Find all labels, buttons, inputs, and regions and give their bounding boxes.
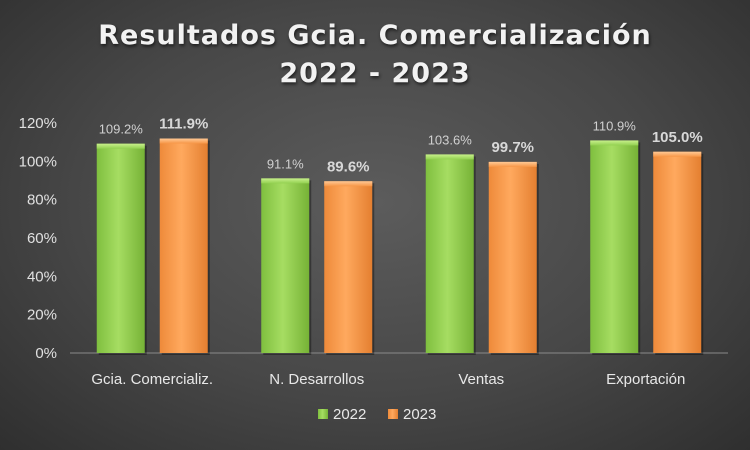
bar-2023 [324,181,373,353]
bar-bevel [425,154,474,160]
category-label: Exportación [606,371,685,388]
bar-2022 [590,140,639,353]
legend-label: 2022 [333,406,366,423]
bar-2022 [425,154,474,353]
data-label: 105.0% [652,129,703,146]
bar-2023 [653,151,702,353]
y-tick-label: 100% [19,153,57,170]
legend-label: 2023 [403,406,436,423]
chart-subtitle: 2022 - 2023 [279,58,471,89]
bar-2022 [261,178,310,353]
y-tick-label: 40% [27,268,57,285]
chart-title: Resultados Gcia. Comercialización [98,20,652,51]
bar-bevel [261,178,310,184]
legend-swatch-2023 [388,409,398,419]
data-label: 99.7% [491,139,534,156]
bar-bevel [159,138,208,144]
bar-2022 [96,143,145,353]
data-label: 111.9% [159,116,208,133]
category-label: Gcia. Comercializ. [91,371,213,388]
data-label: 89.6% [327,158,370,175]
bar-bevel [488,161,537,167]
y-tick-label: 60% [27,230,57,247]
bar-bevel [653,151,702,157]
bar-bevel [96,143,145,149]
category-label: N. Desarrollos [269,371,364,388]
bar-bevel [590,140,639,146]
data-label: 110.9% [593,118,637,133]
bar-2023 [159,138,208,353]
data-label: 91.1% [267,156,304,171]
y-tick-label: 80% [27,192,57,209]
data-label: 109.2% [99,122,144,137]
legend-swatch-2022 [318,409,328,419]
y-tick-label: 0% [35,345,57,362]
y-tick-label: 20% [27,307,57,324]
category-label: Ventas [458,371,504,388]
data-label: 103.6% [428,132,473,147]
y-tick-label: 120% [19,115,57,132]
bar-bevel [324,181,373,187]
bar-2023 [488,161,537,353]
